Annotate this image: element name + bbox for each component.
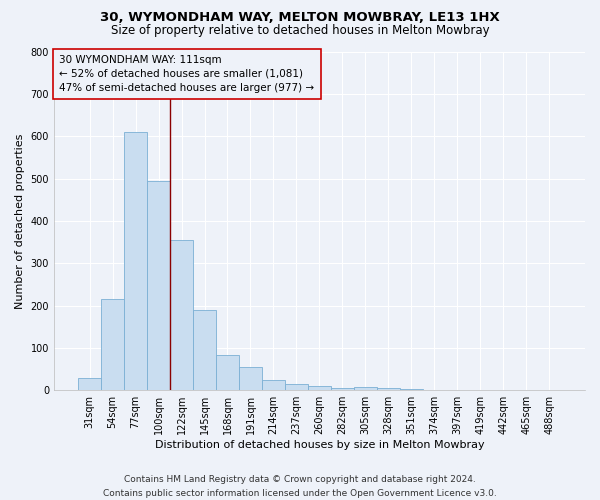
Bar — [124, 132, 147, 390]
Bar — [78, 378, 101, 390]
Bar — [285, 384, 308, 390]
Y-axis label: Number of detached properties: Number of detached properties — [15, 133, 25, 308]
Bar — [331, 388, 354, 390]
X-axis label: Distribution of detached houses by size in Melton Mowbray: Distribution of detached houses by size … — [155, 440, 484, 450]
Bar — [193, 310, 216, 390]
Bar — [170, 240, 193, 390]
Bar — [147, 180, 170, 390]
Bar — [400, 389, 423, 390]
Bar — [377, 388, 400, 390]
Text: 30, WYMONDHAM WAY, MELTON MOWBRAY, LE13 1HX: 30, WYMONDHAM WAY, MELTON MOWBRAY, LE13 … — [100, 11, 500, 24]
Text: 30 WYMONDHAM WAY: 111sqm
← 52% of detached houses are smaller (1,081)
47% of sem: 30 WYMONDHAM WAY: 111sqm ← 52% of detach… — [59, 55, 314, 93]
Bar — [239, 367, 262, 390]
Bar — [101, 299, 124, 390]
Bar — [216, 355, 239, 390]
Text: Contains HM Land Registry data © Crown copyright and database right 2024.
Contai: Contains HM Land Registry data © Crown c… — [103, 476, 497, 498]
Bar — [354, 387, 377, 390]
Bar — [262, 380, 285, 390]
Bar — [308, 386, 331, 390]
Text: Size of property relative to detached houses in Melton Mowbray: Size of property relative to detached ho… — [110, 24, 490, 37]
